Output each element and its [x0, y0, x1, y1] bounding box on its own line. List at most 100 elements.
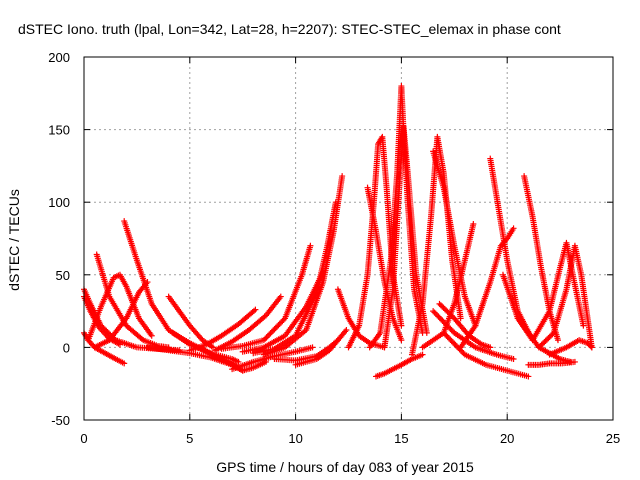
- data-point: [271, 326, 278, 333]
- data-point: [442, 320, 449, 327]
- data-point: [538, 341, 545, 348]
- x-tick-label: 0: [80, 431, 87, 446]
- data-point: [268, 328, 275, 335]
- data-point: [448, 312, 455, 319]
- data-point: [398, 337, 405, 344]
- data-point: [278, 319, 285, 326]
- data-point: [275, 322, 282, 329]
- data-point: [441, 306, 448, 313]
- data-point: [435, 313, 442, 320]
- data-point: [252, 306, 259, 313]
- data-point: [274, 323, 281, 330]
- data-point: [546, 333, 553, 340]
- data-point: [535, 344, 542, 351]
- data-series: [260, 173, 346, 358]
- data-point: [280, 316, 287, 323]
- data-point: [446, 335, 453, 342]
- data-point: [339, 173, 346, 180]
- y-tick-label: 100: [48, 195, 70, 210]
- data-point: [453, 343, 460, 350]
- data-point: [443, 307, 450, 314]
- data-point: [235, 358, 242, 365]
- x-tick-label: 20: [500, 431, 514, 446]
- data-series: [514, 239, 587, 344]
- data-series: [373, 351, 426, 380]
- data-point: [262, 335, 269, 342]
- data-point: [440, 329, 447, 336]
- data-point: [571, 358, 578, 365]
- y-tick-label: 150: [48, 123, 70, 138]
- data-point: [459, 348, 466, 355]
- data-series: [229, 344, 316, 373]
- data-point: [510, 356, 517, 363]
- data-point: [554, 337, 561, 344]
- data-point: [431, 309, 438, 316]
- data-series: [345, 133, 405, 351]
- data-point: [444, 333, 451, 340]
- data-point: [548, 332, 555, 339]
- data-point: [542, 337, 549, 344]
- y-tick-label: 0: [63, 340, 70, 355]
- data-series: [436, 300, 494, 351]
- data-point: [309, 344, 316, 351]
- y-tick-label: 200: [48, 50, 70, 65]
- data-point: [443, 321, 450, 328]
- data-point: [442, 331, 449, 338]
- data-point: [434, 312, 441, 319]
- data-point: [580, 322, 587, 329]
- y-axis-title: dSTEC / TECUs: [6, 189, 22, 291]
- data-point: [262, 358, 269, 365]
- y-tick-label: 50: [56, 268, 70, 283]
- data-series: [212, 293, 284, 354]
- data-markers: [81, 83, 595, 380]
- data-point: [419, 351, 426, 358]
- data-point: [510, 225, 517, 232]
- x-tick-label: 25: [606, 431, 620, 446]
- data-series: [292, 326, 350, 368]
- data-point: [432, 310, 439, 317]
- data-point: [437, 302, 444, 309]
- data-point: [470, 220, 477, 227]
- data-point: [260, 337, 267, 344]
- data-point: [449, 339, 456, 346]
- y-tick-label: -50: [51, 413, 70, 428]
- data-point: [279, 318, 286, 325]
- data-point: [537, 343, 544, 350]
- data-series: [91, 279, 151, 351]
- data-point: [451, 340, 458, 347]
- data-series: [165, 293, 217, 351]
- data-point: [436, 300, 443, 307]
- x-axis-title: GPS time / hours of day 083 of year 2015: [216, 459, 474, 475]
- data-point: [121, 360, 128, 367]
- data-point: [440, 304, 447, 311]
- data-point: [270, 327, 277, 334]
- data-point: [457, 315, 464, 322]
- data-point: [436, 314, 443, 321]
- x-tick-labels: 0 5 10 15 20 25: [80, 431, 620, 446]
- data-point: [144, 279, 151, 286]
- data-point: [398, 322, 405, 329]
- data-point: [264, 333, 271, 340]
- data-point: [587, 343, 594, 350]
- data-point: [446, 324, 453, 331]
- plot-frame: [83, 56, 614, 421]
- x-tick-label: 15: [394, 431, 408, 446]
- data-point: [272, 324, 279, 331]
- data-point: [448, 338, 455, 345]
- data-point: [460, 350, 467, 357]
- data-series: [457, 225, 517, 351]
- data-point: [525, 373, 532, 380]
- data-point: [549, 331, 556, 338]
- data-point: [307, 242, 314, 249]
- data-point: [588, 344, 595, 351]
- data-point: [448, 327, 455, 334]
- data-series: [546, 337, 595, 358]
- data-point: [276, 320, 283, 327]
- data-point: [116, 341, 123, 348]
- data-point: [430, 308, 437, 315]
- data-series: [85, 271, 155, 344]
- data-point: [447, 325, 454, 332]
- chart-title: dSTEC Iono. truth (lpal, Lon=342, Lat=28…: [18, 21, 561, 37]
